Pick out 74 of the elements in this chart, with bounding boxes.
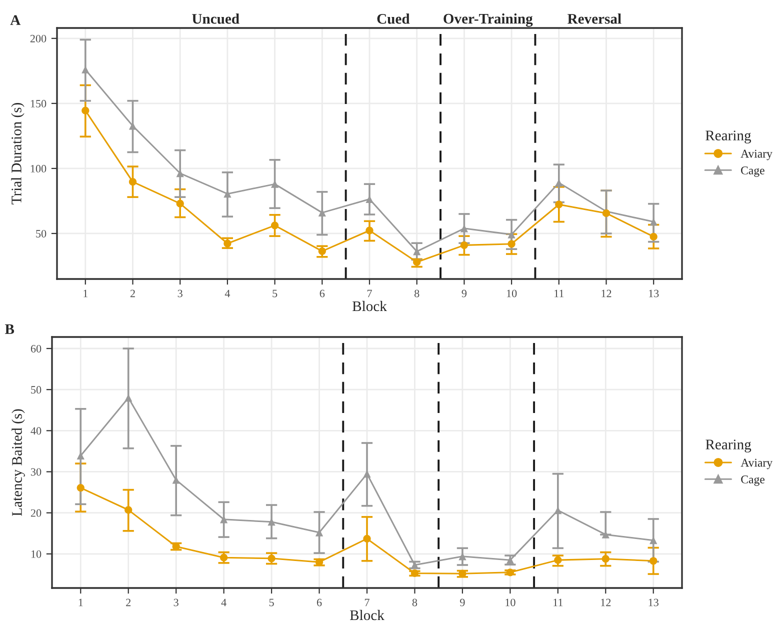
- x-tick-label: 7: [364, 598, 370, 606]
- x-tick-label: 6: [316, 598, 322, 606]
- point: [460, 241, 468, 250]
- y-tick-label: 10: [31, 550, 42, 558]
- point: [555, 200, 563, 208]
- x-tick-label: 10: [506, 290, 517, 298]
- x-axis-title: Block: [350, 610, 384, 620]
- x-tick-label: 8: [412, 598, 418, 606]
- x-tick-label: 7: [367, 290, 372, 298]
- x-tick-label: 10: [506, 598, 516, 606]
- point: [76, 484, 84, 492]
- legend-label: Aviary: [740, 150, 772, 160]
- text: Cued: [377, 14, 410, 24]
- y-tick-label: 40: [30, 427, 42, 435]
- x-tick-label: 9: [462, 290, 467, 298]
- point: [366, 226, 374, 234]
- point: [268, 554, 276, 562]
- y-tick-label: 30: [31, 468, 42, 476]
- x-tick-label: 1: [78, 598, 83, 606]
- point: [363, 534, 371, 543]
- chart-title: B: [4, 324, 14, 334]
- legend-title: Rearing: [706, 130, 752, 144]
- point: [220, 554, 228, 562]
- point: [176, 200, 184, 208]
- x-tick-label: 6: [320, 290, 325, 298]
- y-tick-label: 50: [31, 386, 42, 394]
- point: [602, 555, 610, 563]
- point: [554, 556, 562, 564]
- y-tick-label: 50: [36, 230, 46, 238]
- point: [506, 568, 514, 576]
- legend-title: Rearing: [706, 440, 752, 452]
- point: [413, 258, 421, 266]
- legend-label: Cage: [741, 166, 764, 177]
- point: [128, 178, 137, 186]
- x-tick-label: 11: [554, 598, 563, 606]
- point: [650, 232, 658, 241]
- text: Uncued: [192, 14, 240, 24]
- y-axis-title: Latency Baited (s): [12, 409, 25, 516]
- point: [318, 247, 326, 255]
- text: Reversal: [568, 14, 622, 24]
- point: [410, 569, 419, 578]
- x-tick-label: 8: [414, 290, 420, 298]
- y-tick-label: 100: [30, 164, 46, 172]
- x-tick-label: 1: [84, 290, 88, 298]
- x-tick-label: 5: [272, 290, 278, 298]
- x-tick-label: 4: [224, 290, 230, 298]
- x-tick-label: 2: [126, 598, 131, 606]
- x-tick-label: 12: [602, 290, 612, 298]
- y-tick-label: 20: [30, 509, 42, 517]
- x-tick-label: 9: [460, 598, 465, 606]
- text: Over-Training: [444, 13, 533, 27]
- x-tick-label: 11: [554, 290, 564, 298]
- x-tick-label: 13: [648, 598, 658, 606]
- x-tick-label: 4: [221, 598, 226, 606]
- legend-label: Aviary: [740, 458, 773, 470]
- x-axis-title: Block: [352, 300, 387, 312]
- x-tick-label: 12: [601, 598, 611, 606]
- point: [124, 506, 132, 514]
- y-tick-label: 200: [30, 34, 46, 42]
- x-tick-label: 2: [130, 290, 135, 298]
- y-tick-label: 150: [30, 100, 46, 108]
- x-tick-label: 3: [178, 290, 182, 298]
- x-tick-label: 13: [649, 290, 659, 298]
- x-tick-label: 3: [174, 598, 178, 606]
- point: [270, 222, 279, 230]
- legend-label: Cage: [741, 475, 764, 486]
- x-tick-label: 5: [269, 598, 274, 606]
- y-tick-label: 60: [30, 344, 42, 352]
- point: [508, 240, 516, 248]
- point: [650, 557, 658, 565]
- chart-title: A: [10, 15, 21, 25]
- y-axis-title: Trial Duration (s): [11, 102, 24, 204]
- point: [82, 106, 90, 114]
- point: [224, 240, 232, 248]
